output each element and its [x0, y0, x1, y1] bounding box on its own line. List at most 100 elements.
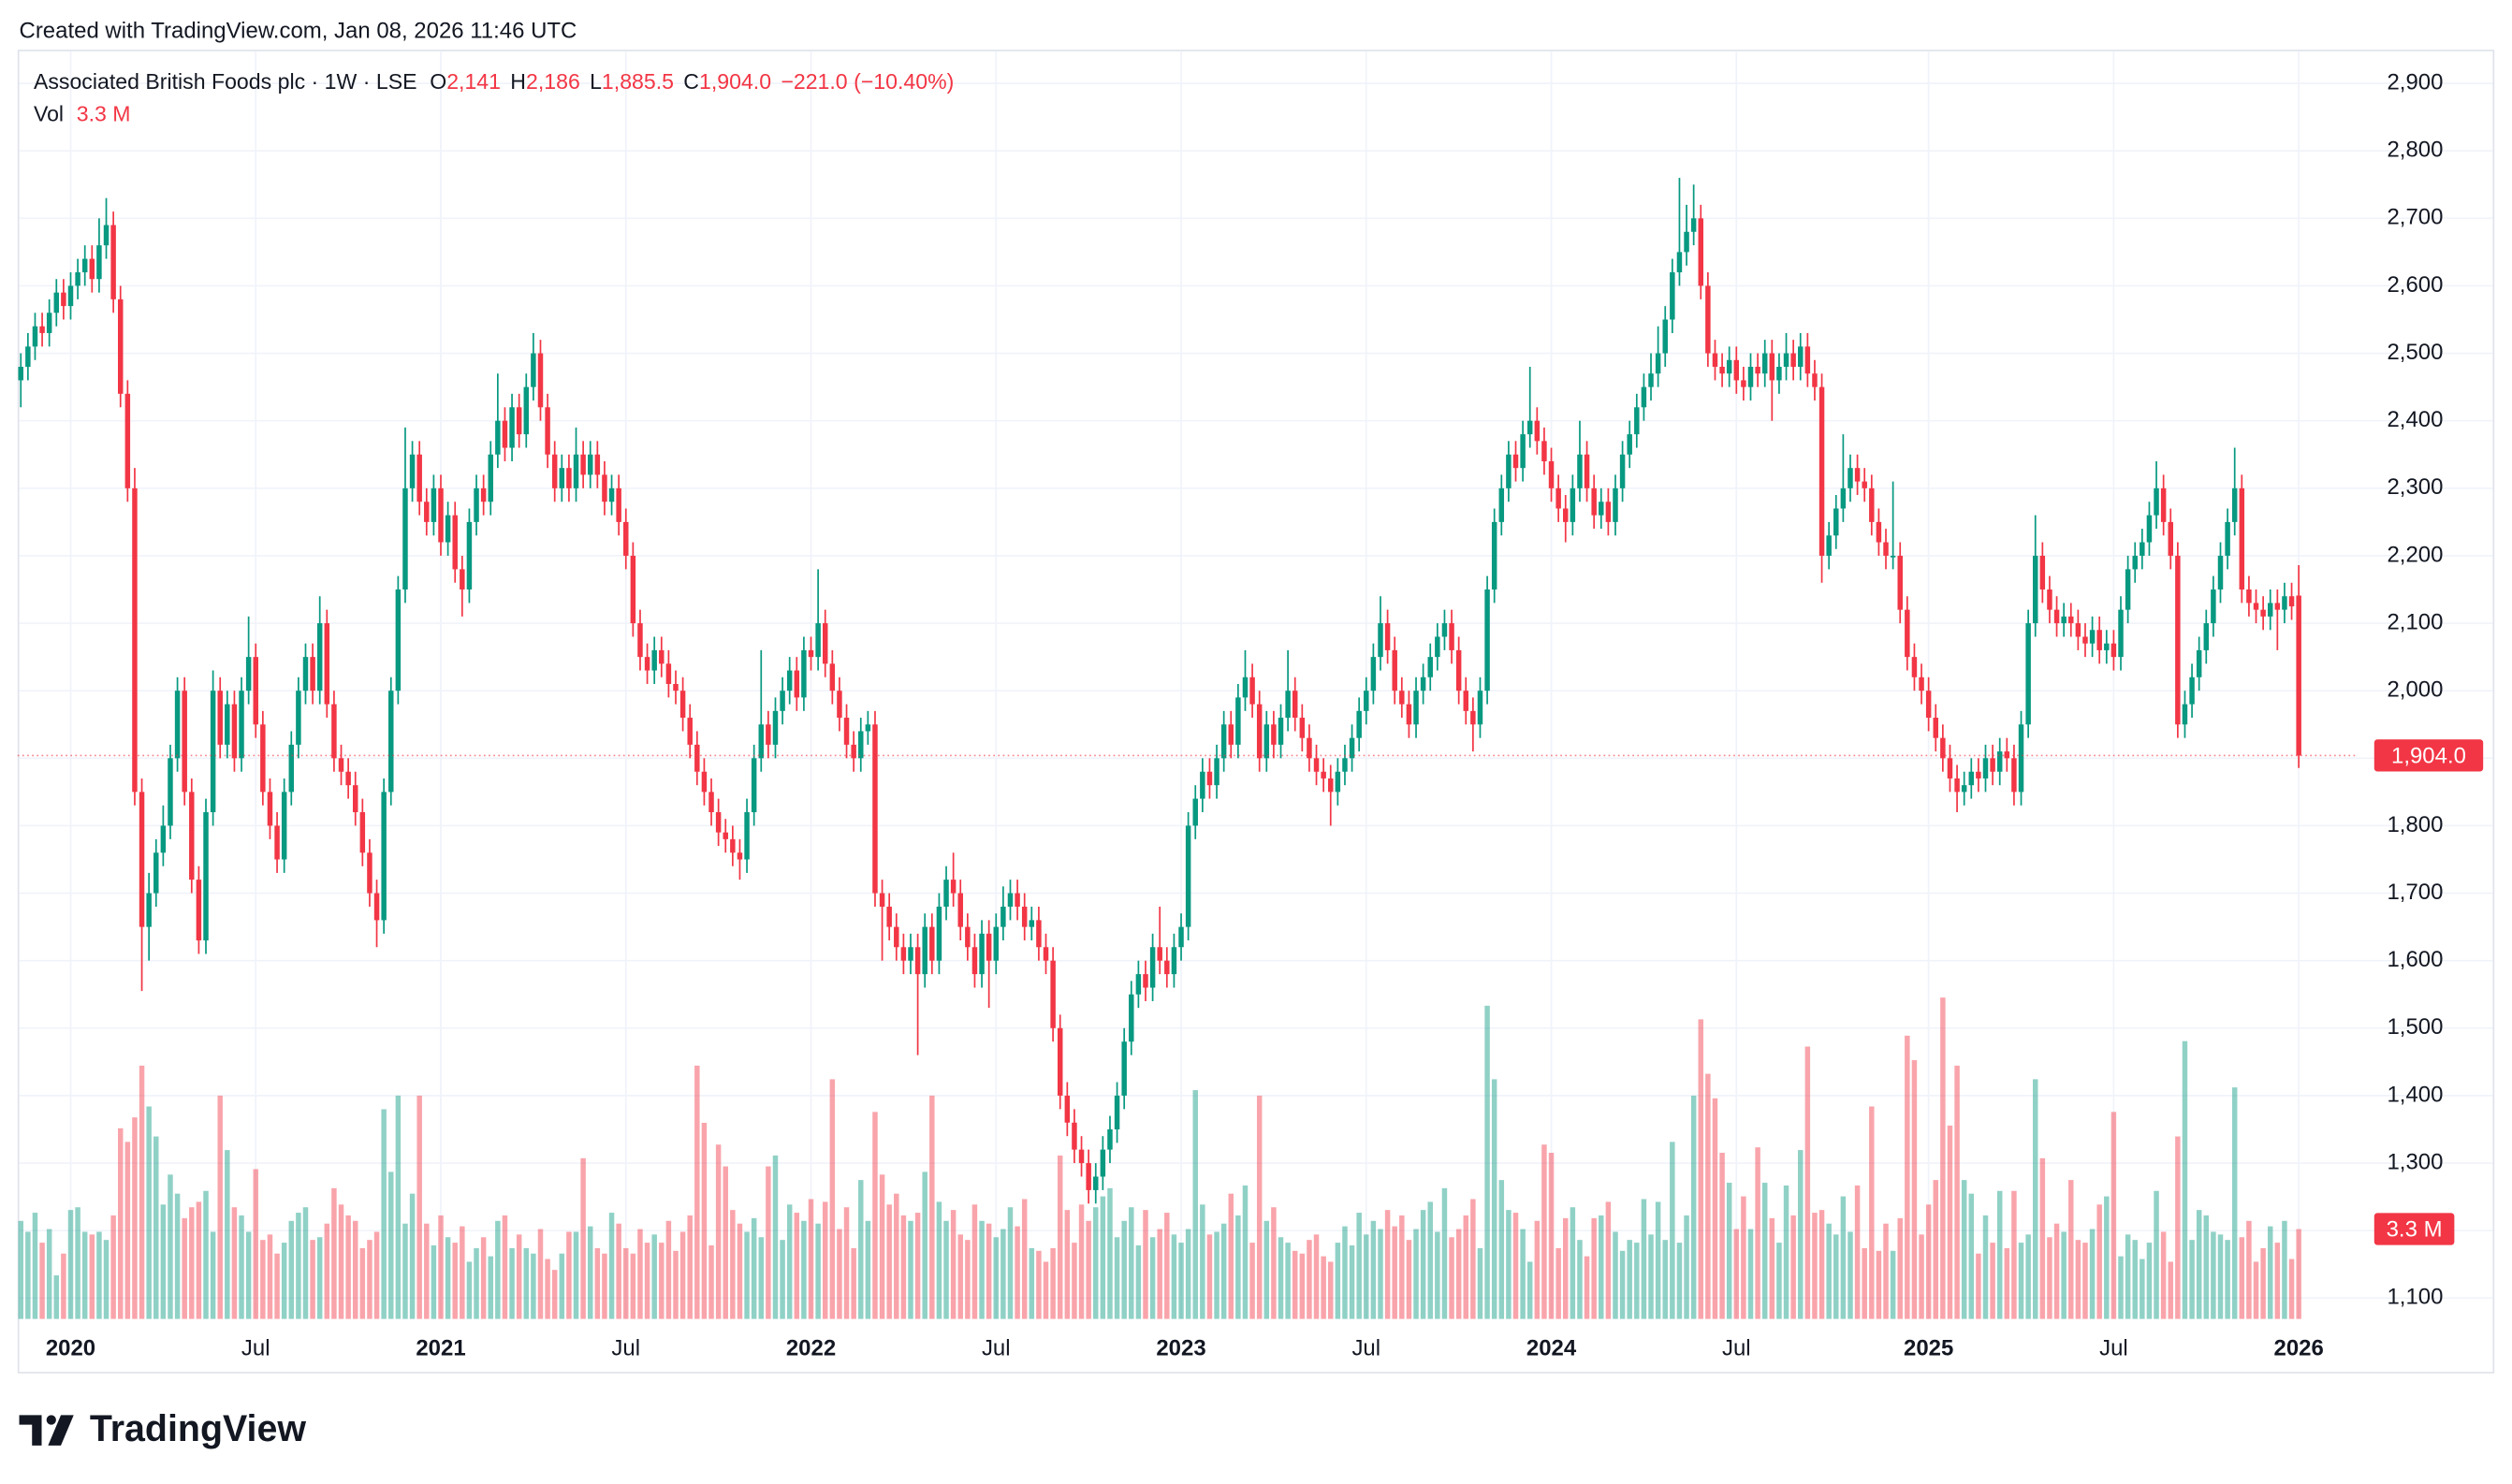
volume-bar — [608, 1213, 615, 1319]
candle-body — [502, 420, 508, 448]
volume-bar — [1670, 1142, 1675, 1319]
candle-body — [1157, 947, 1162, 961]
volume-bar — [225, 1150, 230, 1319]
candle-body — [1733, 359, 1740, 381]
candle-body — [1292, 691, 1298, 719]
volume-bar — [979, 1220, 985, 1319]
volume-bar — [2260, 1247, 2266, 1319]
volume-bar — [1307, 1240, 1312, 1319]
candle-body — [531, 353, 536, 387]
volume-bar — [1214, 1231, 1219, 1319]
volume-bar — [359, 1247, 366, 1319]
volume-bar — [1029, 1247, 1035, 1319]
candle-body — [786, 670, 793, 691]
volume-bar — [1342, 1226, 1348, 1319]
candle-body — [1200, 771, 1205, 799]
volume-bar — [245, 1231, 252, 1319]
candle-body — [1399, 691, 1405, 705]
candle-body — [1862, 481, 1867, 488]
y-tick-label: 2,600 — [2387, 272, 2443, 298]
volume-bar — [1050, 1247, 1056, 1319]
y-tick-label: 1,800 — [2387, 812, 2443, 837]
volume-bar — [815, 1223, 821, 1319]
volume-bar — [766, 1166, 771, 1319]
x-tick-label: Jul — [611, 1335, 640, 1360]
candle-body — [2288, 596, 2295, 607]
candle-body — [153, 852, 159, 894]
candle-body — [445, 515, 451, 543]
volume-bar — [837, 1229, 842, 1319]
candle-body — [480, 487, 487, 502]
volume-bar — [1135, 1244, 1142, 1319]
candle-body — [837, 691, 842, 719]
candle-body — [174, 691, 181, 759]
volume-bar — [1905, 1035, 1910, 1319]
volume-bar — [1613, 1231, 1618, 1319]
volume-bar — [723, 1166, 728, 1319]
candle-body — [1313, 758, 1320, 772]
volume-bar — [1570, 1207, 1576, 1319]
candle-body — [1890, 555, 1896, 558]
volume-bar — [1285, 1243, 1291, 1319]
candle-body — [1662, 319, 1668, 354]
volume-bar — [1761, 1183, 1768, 1319]
candle-body — [865, 724, 871, 732]
volume-bar — [239, 1215, 244, 1319]
candle-body — [2268, 603, 2273, 617]
volume-bar — [1847, 1231, 1853, 1319]
candle-body — [1577, 454, 1583, 488]
candle-body — [1129, 994, 1134, 1042]
volume-bar — [1804, 1046, 1811, 1319]
candle-body — [424, 502, 430, 522]
candle-body — [2089, 630, 2096, 644]
volume-bar — [1064, 1210, 1071, 1319]
candle-body — [2033, 555, 2038, 624]
candle-body — [1512, 454, 1519, 469]
candle-body — [39, 326, 45, 333]
volume-bar — [1271, 1207, 1277, 1319]
volume-bar — [2203, 1215, 2210, 1319]
volume-bar — [1114, 1237, 1120, 1319]
volume-bar — [174, 1193, 181, 1319]
volume-bar — [1121, 1220, 1127, 1319]
volume-bar — [2140, 1258, 2145, 1319]
volume-bar — [1484, 1005, 1490, 1319]
candle-body — [2110, 643, 2117, 658]
candle-body — [616, 487, 621, 522]
candle-body — [829, 663, 836, 691]
volume-bar — [1164, 1213, 1170, 1319]
volume-bar — [1690, 1095, 1697, 1319]
candle-body — [1164, 960, 1170, 975]
candle-body — [1242, 677, 1249, 698]
candle-body — [1933, 718, 1938, 738]
volume-bar — [1506, 1210, 1512, 1319]
logo-mark — [48, 1415, 74, 1446]
volume-bar — [1449, 1237, 1454, 1319]
volume-bar — [986, 1223, 992, 1319]
candle-body — [1463, 691, 1469, 711]
candle-body — [2061, 616, 2067, 624]
volume-bar — [1584, 1256, 1590, 1319]
volume-bar — [1911, 1060, 1918, 1319]
volume-bar — [908, 1220, 913, 1319]
candle-body — [665, 663, 672, 684]
volume-bar — [1619, 1250, 1626, 1319]
volume-bar — [452, 1243, 458, 1319]
candle-body — [922, 926, 927, 975]
volume-bar — [1242, 1185, 1249, 1319]
candle-body — [1641, 386, 1647, 408]
brand: TradingView — [90, 1408, 307, 1449]
candle-body — [67, 285, 74, 307]
volume-bar — [1940, 997, 1946, 1319]
candle-body — [1976, 771, 1981, 778]
candle-body — [1307, 737, 1312, 759]
volume-bar — [829, 1079, 836, 1319]
candle-body — [1968, 771, 1975, 786]
volume-bar — [573, 1231, 579, 1319]
volume-bar — [865, 1220, 871, 1319]
volume-bar — [2296, 1229, 2301, 1319]
volume-bar — [1512, 1213, 1519, 1319]
candle-body — [296, 691, 301, 745]
candle-body — [352, 785, 358, 813]
candle-body — [1064, 1095, 1071, 1123]
